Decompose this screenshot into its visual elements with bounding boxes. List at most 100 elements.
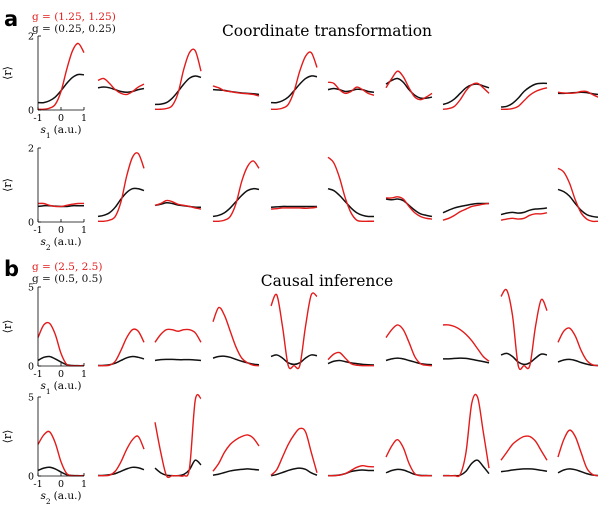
subplot (97, 152, 145, 223)
series-line-red (212, 306, 260, 367)
x-axis-label: s2 (a.u.) (40, 490, 81, 506)
series-line-red (385, 438, 432, 477)
subplot (327, 351, 375, 367)
subplot (270, 292, 318, 370)
series-line-red (97, 77, 145, 96)
x-tick-label: 1 (81, 113, 87, 124)
subplot (212, 85, 260, 97)
subplot (385, 324, 433, 367)
y-axis-label: ⟨r⟩ (1, 178, 14, 192)
axes: 02-1 0 1⟨r⟩s1 (a.u.) (1, 32, 87, 140)
series-line-red (385, 196, 433, 220)
subplot (154, 199, 202, 210)
y-tick-label: 2 (28, 32, 34, 43)
series-line-red (37, 42, 85, 111)
y-tick-label: 5 (28, 393, 34, 404)
panel-letter: b (4, 257, 19, 281)
x-axis-label: s2 (a.u.) (40, 236, 81, 252)
series-line-red (443, 393, 490, 478)
legend-entry-red: g = (2.5, 2.5) (32, 261, 102, 273)
series-line-red (270, 427, 318, 476)
x-tick-label: -1 (33, 479, 42, 490)
series-line-black (154, 358, 202, 362)
panel-b: b Causal inference g = (2.5, 2.5)g = (0.5,… (1, 257, 598, 506)
subplot (154, 393, 202, 479)
series-line-black (327, 187, 375, 218)
series-line-red (97, 152, 145, 223)
row-2: 02-1 0 1⟨r⟩s2 (a.u.) (1, 144, 598, 252)
subplot (500, 435, 548, 473)
series-line-red (327, 465, 375, 477)
subplot (270, 427, 318, 477)
series-line-red (500, 288, 548, 371)
subplot (557, 90, 598, 98)
series-line-black (212, 468, 260, 476)
series-line-red (212, 85, 260, 97)
subplot (327, 81, 375, 96)
legend-entry-black: g = (0.25, 0.25) (32, 23, 116, 35)
x-tick-label: -1 (33, 369, 42, 380)
y-tick-label: 5 (28, 283, 34, 294)
series-line-black (500, 352, 548, 366)
series-line-black (37, 73, 85, 104)
y-axis-label: ⟨r⟩ (1, 66, 14, 80)
subplot (500, 207, 548, 221)
axes: 02-1 0 1⟨r⟩s2 (a.u.) (1, 144, 87, 252)
series-line-red (270, 51, 318, 111)
subplot: 05-1 0 1⟨r⟩s2 (a.u.) (1, 393, 87, 506)
y-tick-label: 0 (28, 362, 34, 373)
y-axis-label: ⟨r⟩ (1, 430, 14, 444)
series-line-red (154, 328, 202, 343)
subplot (270, 51, 318, 111)
subplot (212, 434, 260, 476)
series-line-black (385, 468, 433, 477)
series-line-red (557, 167, 598, 223)
series-line-red (557, 90, 598, 98)
series-line-black (385, 198, 433, 218)
series-line-red (385, 70, 433, 101)
subplot (500, 288, 548, 371)
subplot (97, 328, 145, 367)
subplot (327, 156, 375, 223)
series-line-black (212, 355, 260, 366)
subplot (557, 429, 598, 477)
series-line-red (327, 81, 375, 96)
subplot (154, 48, 202, 111)
series-line-black (154, 459, 202, 477)
series-line-black (270, 467, 318, 477)
subplot: 02-1 0 1⟨r⟩s1 (a.u.) (1, 32, 87, 140)
axes: 05-1 0 1⟨r⟩s2 (a.u.) (1, 393, 87, 506)
y-tick-label: 2 (28, 144, 34, 155)
subplot (385, 438, 433, 477)
legend-entry-red: g = (1.25, 1.25) (32, 11, 116, 23)
row-2: 05-1 0 1⟨r⟩s2 (a.u.) (1, 393, 598, 506)
y-axis-label: ⟨r⟩ (1, 320, 14, 334)
x-axis-label: s1 (a.u.) (40, 380, 81, 396)
x-tick-label: 1 (81, 369, 87, 380)
series-line-red (500, 212, 548, 221)
legend-entry-black: g = (0.5, 0.5) (32, 273, 102, 285)
series-line-red (500, 87, 548, 111)
series-line-black (270, 354, 318, 366)
subplot (443, 393, 490, 478)
series-line-red (37, 202, 85, 208)
subplot (385, 70, 433, 101)
subplot: 02-1 0 1⟨r⟩s2 (a.u.) (1, 144, 87, 252)
series-line-red (557, 327, 598, 367)
series-line-black (154, 75, 202, 106)
series-line-red (500, 435, 548, 461)
series-line-black (270, 205, 317, 208)
series-line-red (154, 199, 202, 210)
series-line-red (212, 160, 260, 223)
series-line-black (500, 82, 548, 108)
x-tick-label: 0 (58, 225, 64, 236)
series-line-red (212, 434, 260, 472)
x-tick-label: 0 (58, 113, 64, 124)
panel-title: Causal inference (261, 272, 393, 290)
axes: 05-1 0 1⟨r⟩s1 (a.u.) (1, 283, 87, 396)
series-line-black (385, 357, 433, 366)
series-line-black (500, 207, 548, 216)
subplot (212, 306, 260, 367)
panel-a: a Coordinate transformation g = (1.25, 1.2… (1, 7, 598, 252)
series-line-red (37, 321, 84, 367)
